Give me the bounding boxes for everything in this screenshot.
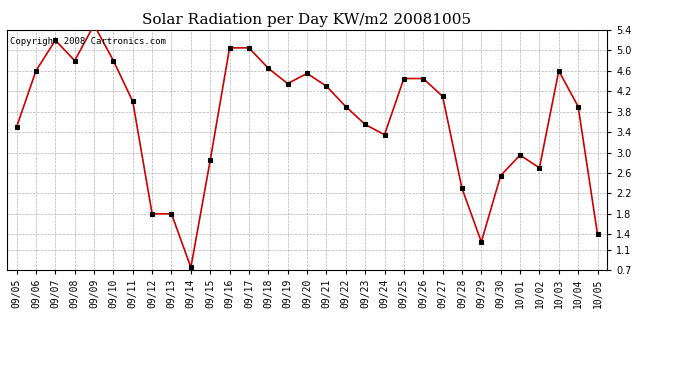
Text: Copyright 2008 Cartronics.com: Copyright 2008 Cartronics.com <box>10 37 166 46</box>
Title: Solar Radiation per Day KW/m2 20081005: Solar Radiation per Day KW/m2 20081005 <box>143 13 471 27</box>
